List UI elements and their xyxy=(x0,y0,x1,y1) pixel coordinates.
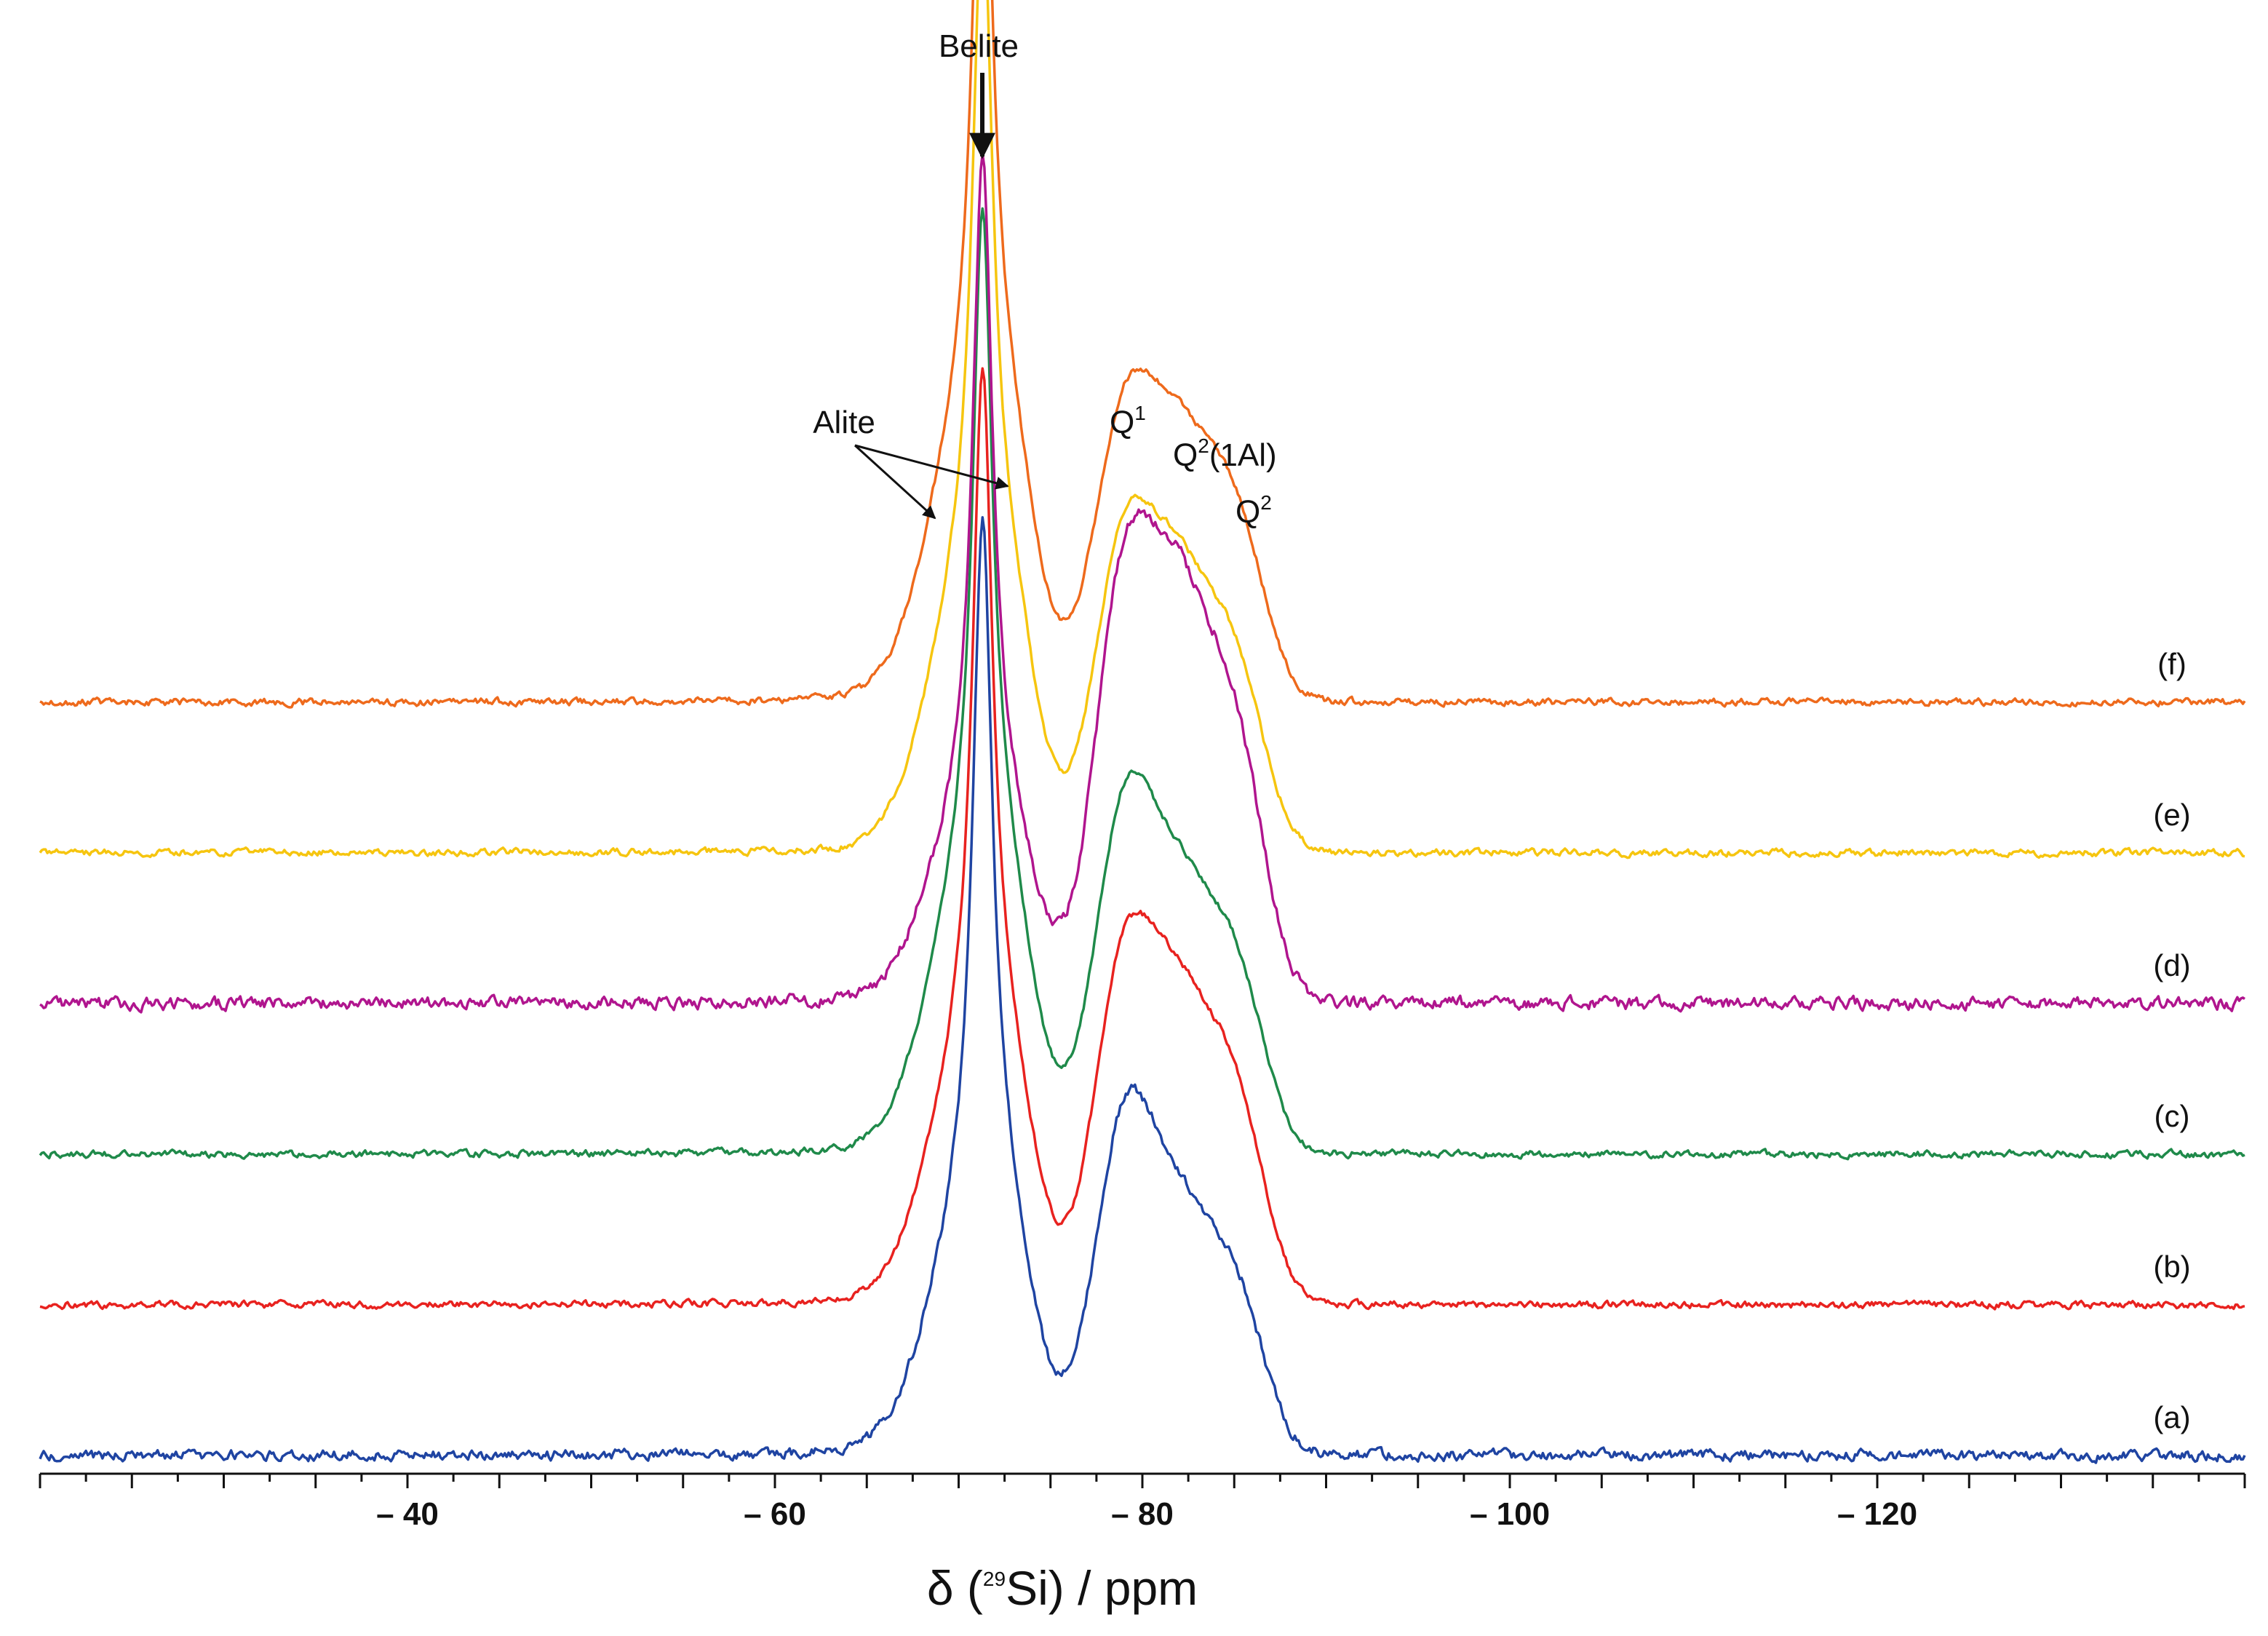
x-ticks: – 40 – 60 – 80 – 100 – 120 xyxy=(39,1474,2246,1532)
series-line-c xyxy=(39,207,2245,1161)
alite-label: Alite xyxy=(813,405,875,440)
series-label-b: (b) xyxy=(2153,1250,2190,1284)
series-labels: (a) (b) (c) (d) (e) (f) xyxy=(2153,647,2190,1434)
x-tick-label: – 80 xyxy=(1111,1496,1174,1532)
annotations: Belite Alite Q1 Q2(1Al) Q2 xyxy=(813,28,1277,530)
series-line-e xyxy=(39,0,2245,859)
x-tick-label: – 120 xyxy=(1837,1496,1917,1532)
series-line-b xyxy=(39,367,2245,1311)
series-group xyxy=(39,0,2246,1464)
series-label-d: (d) xyxy=(2153,948,2190,982)
alite-arrow-left xyxy=(854,444,936,520)
belite-label: Belite xyxy=(939,28,1019,64)
series-line-a xyxy=(39,516,2246,1464)
series-label-a: (a) xyxy=(2153,1400,2190,1434)
q1-label: Q1 xyxy=(1110,402,1146,440)
x-tick-label: – 40 xyxy=(376,1496,439,1532)
q2-label: Q2 xyxy=(1236,491,1272,530)
series-line-f xyxy=(39,0,2246,709)
x-tick-label: – 100 xyxy=(1470,1496,1550,1532)
x-axis: – 40 – 60 – 80 – 100 – 120 xyxy=(39,1472,2246,1532)
series-label-f: (f) xyxy=(2157,647,2187,681)
series-label-e: (e) xyxy=(2153,798,2190,832)
x-tick-label: – 60 xyxy=(744,1496,806,1532)
alite-arrow-right xyxy=(854,444,1009,490)
series-label-c: (c) xyxy=(2154,1099,2190,1133)
q2-1al-label: Q2(1Al) xyxy=(1173,434,1277,473)
x-axis-title: δ (29Si) / ppm xyxy=(927,1561,1198,1615)
series-line-d xyxy=(39,152,2245,1014)
